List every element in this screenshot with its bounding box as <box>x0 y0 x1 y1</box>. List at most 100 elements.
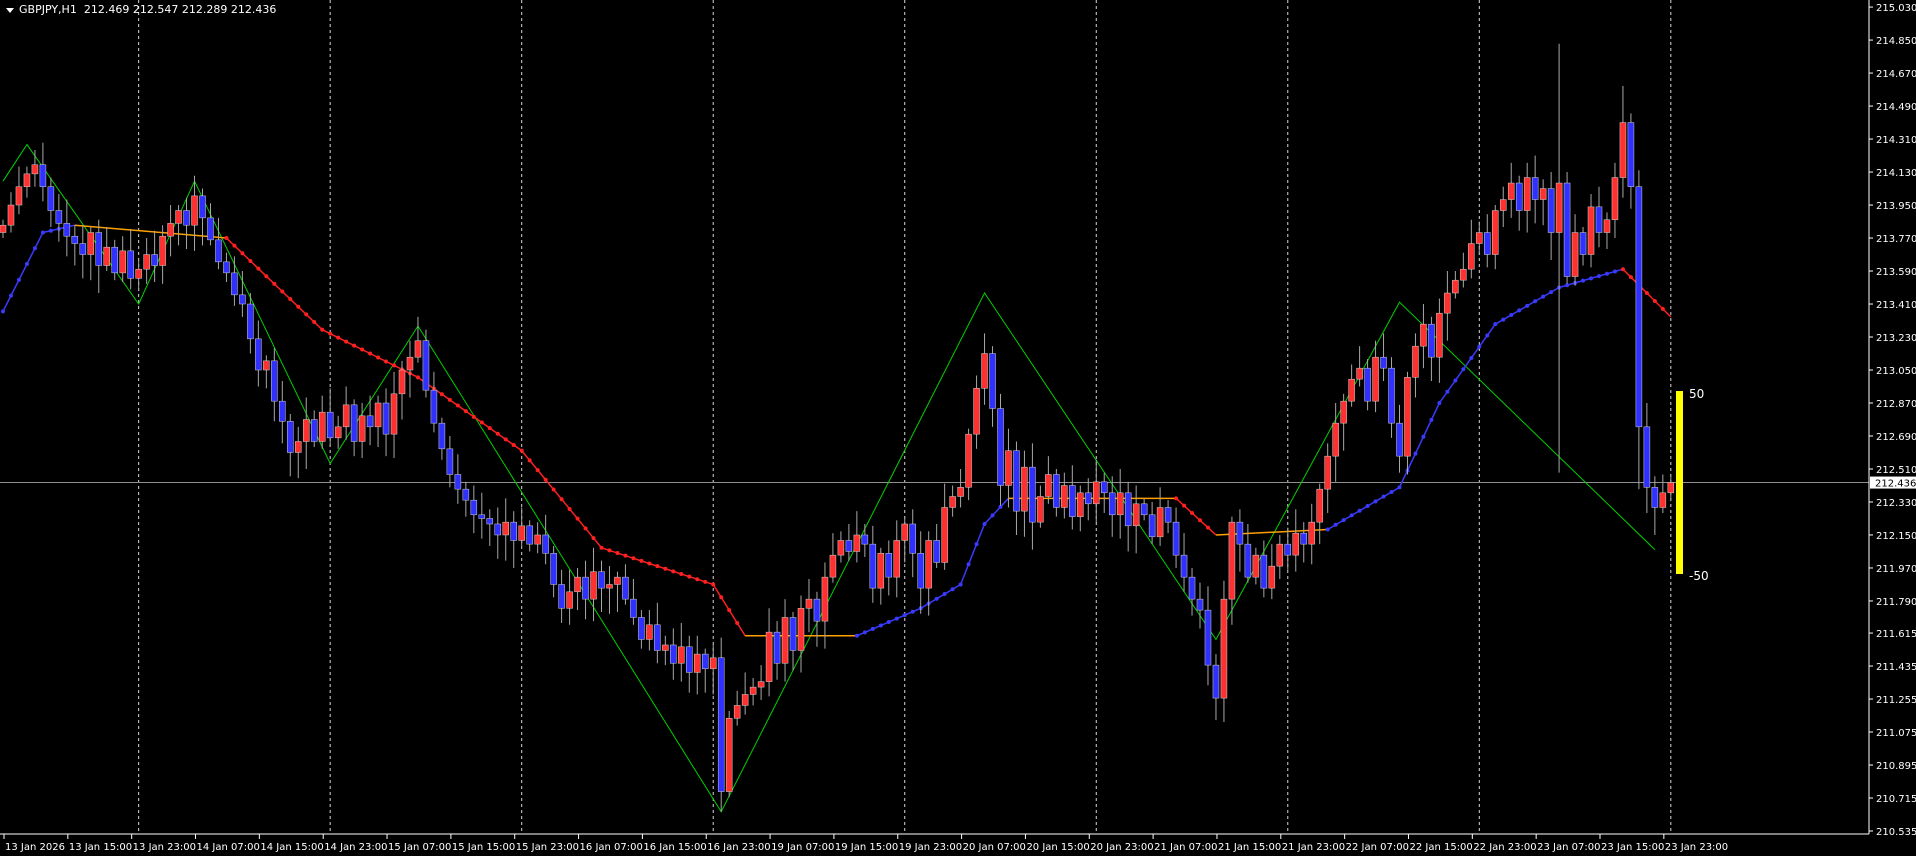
ma-marker <box>551 487 556 492</box>
bull-candle <box>1116 492 1124 516</box>
time-tick-label: 21 Jan 07:00 <box>1154 842 1217 853</box>
bull-candle <box>590 571 597 600</box>
time-tick-label: 13 Jan 15:00 <box>69 842 132 853</box>
bull-candle <box>1332 422 1339 457</box>
bull-candle <box>1587 206 1595 255</box>
bull-candle <box>1268 565 1276 589</box>
bear-candle <box>1595 206 1603 233</box>
bull-candle <box>829 554 837 578</box>
bull-candle <box>103 246 110 266</box>
ma-marker <box>990 513 995 518</box>
bear-candle <box>670 644 677 664</box>
ma-marker <box>950 587 955 592</box>
bull-candle <box>1412 345 1419 378</box>
ma-marker <box>591 536 596 541</box>
price-tick-label: 212.690 <box>1876 432 1916 443</box>
bear-candle <box>1531 177 1539 200</box>
bull-candle <box>781 617 789 664</box>
ohlc-close: 212.436 <box>230 3 277 16</box>
bull-candle <box>1603 219 1611 233</box>
bear-candle <box>622 576 629 600</box>
bear-candle <box>1124 492 1132 527</box>
ma-marker <box>607 548 612 553</box>
bull-candle <box>15 186 23 206</box>
bear-candle <box>382 402 390 435</box>
ma-marker <box>1612 269 1617 274</box>
zigzag-indicator <box>2 143 1656 813</box>
bull-candle <box>1220 598 1228 699</box>
bear-candle <box>686 646 693 673</box>
ma-marker <box>958 582 963 587</box>
ma-marker <box>32 246 37 251</box>
bull-candle <box>374 402 382 428</box>
ma-marker <box>40 230 45 235</box>
bear-candle <box>1140 503 1148 516</box>
ma-marker <box>727 608 732 613</box>
bear-candle <box>526 525 533 545</box>
bear-candle <box>366 415 374 428</box>
ma-marker <box>559 497 564 502</box>
ma-marker <box>368 351 373 356</box>
ma-marker <box>1421 434 1426 439</box>
symbol-label: GBPJPY,H1 <box>19 3 77 16</box>
bear-candle <box>151 254 158 266</box>
bear-candle <box>1547 188 1555 233</box>
bull-candle <box>406 356 414 371</box>
bull-candle <box>1276 543 1284 567</box>
bear-candle <box>438 422 446 450</box>
bull-candle <box>646 624 653 640</box>
bear-candle <box>1148 514 1156 538</box>
bull-candle <box>1061 485 1068 508</box>
price-tick-label: 211.970 <box>1876 564 1916 575</box>
bull-candle <box>31 164 39 175</box>
bear-candle <box>95 232 103 266</box>
bull-candle <box>1348 378 1355 402</box>
ma-marker <box>735 620 740 625</box>
bear-candle <box>773 631 781 664</box>
bear-candle <box>989 353 996 409</box>
bear-candle <box>39 164 47 187</box>
bear-candle <box>550 553 557 585</box>
bear-candle <box>486 518 494 525</box>
ma-marker <box>336 335 341 340</box>
bull-candle <box>390 393 398 435</box>
ma-marker <box>1341 518 1346 523</box>
ma-marker <box>384 359 389 364</box>
price-tick-label: 213.050 <box>1876 366 1916 377</box>
ma-marker <box>455 403 460 408</box>
ma-marker <box>703 579 708 584</box>
ma-marker <box>886 620 891 625</box>
ma-marker <box>1525 303 1530 308</box>
bear-candle <box>861 534 869 545</box>
bear-candle <box>1100 481 1108 494</box>
histogram-indicator: 50 -50 <box>1676 387 1709 583</box>
bear-candle <box>207 217 214 241</box>
bear-candle <box>1300 532 1307 545</box>
ma-marker <box>1660 306 1665 311</box>
bull-candle <box>119 250 126 274</box>
dropdown-triangle-icon[interactable] <box>6 7 14 13</box>
price-tick-label: 213.410 <box>1876 300 1916 311</box>
bull-candle <box>981 353 988 389</box>
bull-candle <box>1308 521 1315 545</box>
bull-candle <box>1372 356 1379 402</box>
bear-candle <box>279 400 286 422</box>
ma-marker <box>312 320 317 325</box>
bull-candle <box>709 657 717 670</box>
ma-marker <box>854 633 859 638</box>
ma-marker <box>711 582 716 587</box>
ma-marker <box>1597 274 1601 279</box>
bear-candle <box>1164 507 1172 523</box>
ma-marker <box>1461 367 1466 372</box>
ma-marker <box>439 392 444 397</box>
bear-candle <box>1635 186 1643 428</box>
ma-marker <box>1652 298 1657 303</box>
price-tick-label: 214.490 <box>1876 102 1916 113</box>
time-tick-label: 16 Jan 15:00 <box>643 842 706 853</box>
time-axis[interactable]: 13 Jan 2026 13 Jan 15:00 13 Jan 23:00 14 Ja… <box>0 833 1869 853</box>
price-axis[interactable]: 215.030 214.850 214.670 214.490 214.310 214.1… <box>1868 0 1916 838</box>
bull-candle <box>1444 292 1451 314</box>
bull-candle <box>1316 488 1323 523</box>
bull-candle <box>725 718 733 792</box>
